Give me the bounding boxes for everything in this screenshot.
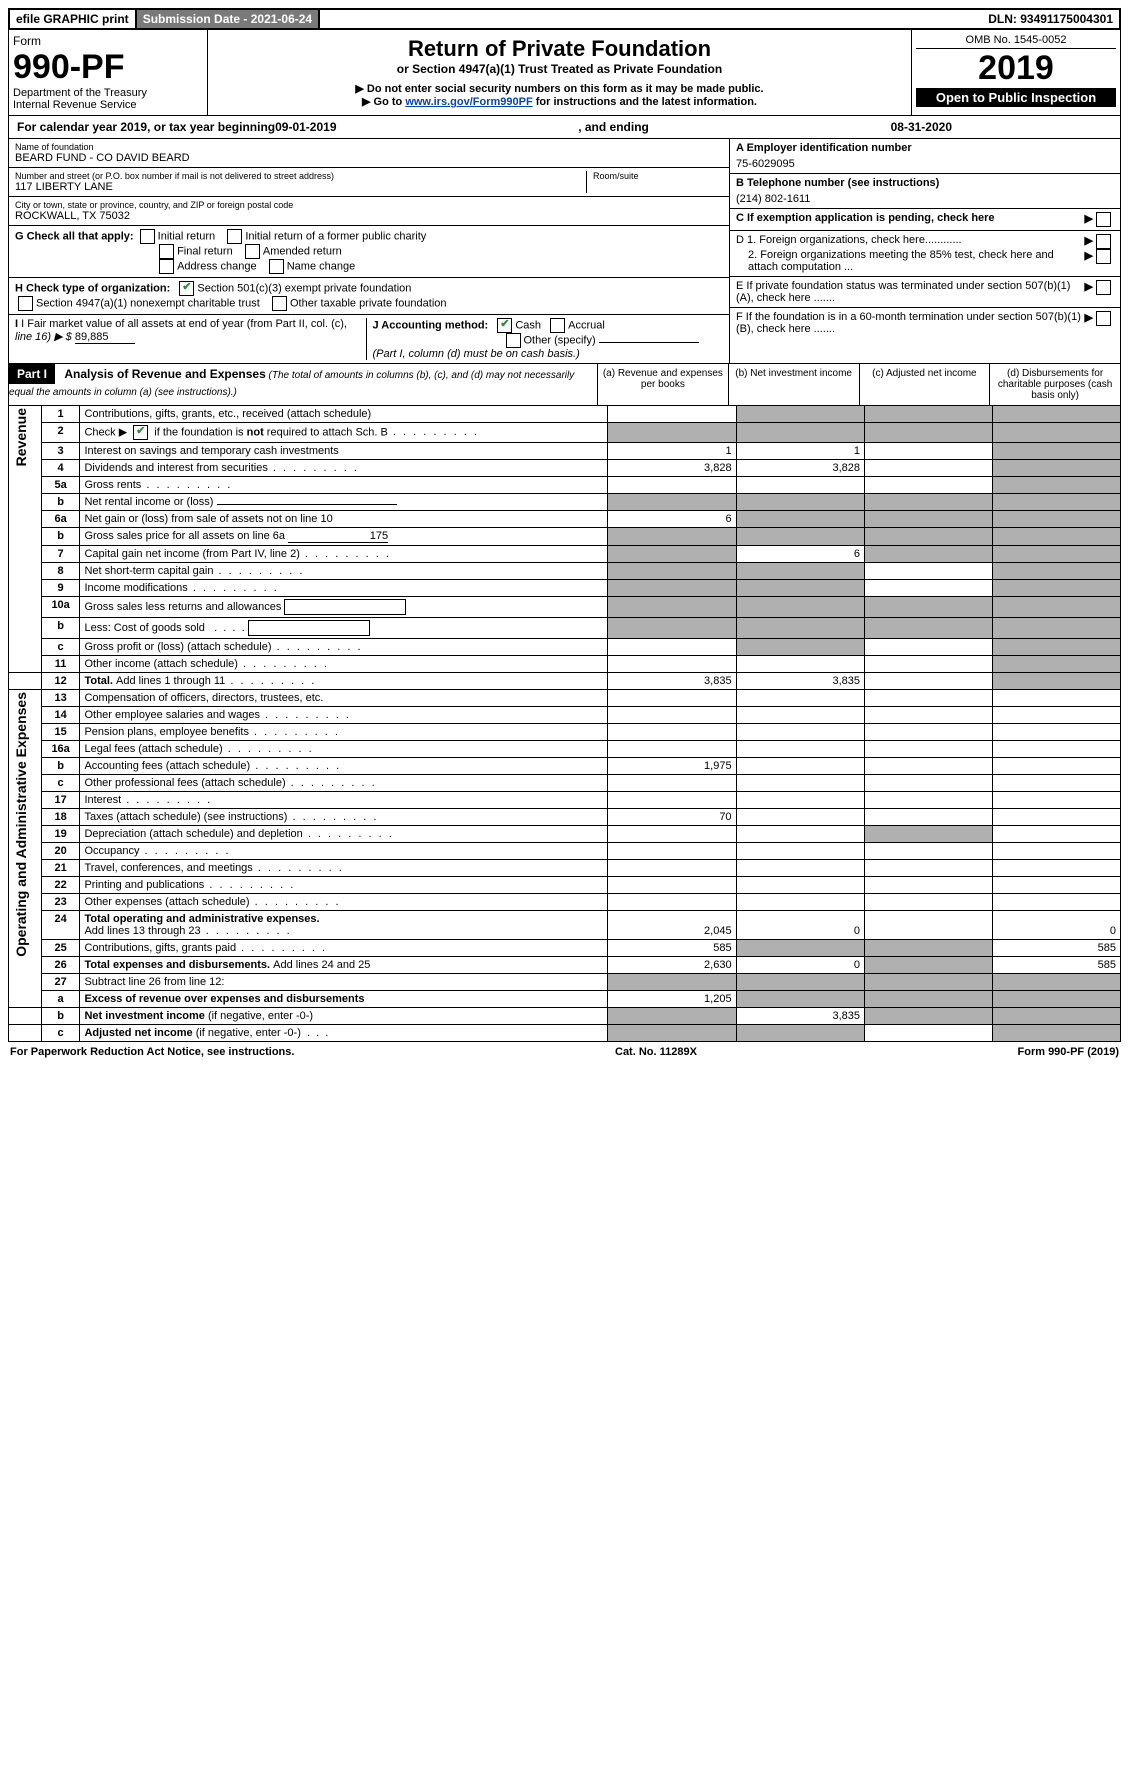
analysis-table: Revenue 1Contributions, gifts, grants, e… <box>8 406 1121 1042</box>
side-expenses: Operating and Administrative Expenses <box>13 692 29 957</box>
top-bar: efile GRAPHIC print Submission Date - 20… <box>8 8 1121 30</box>
dept-treasury: Department of the Treasury <box>13 87 203 99</box>
irs: Internal Revenue Service <box>13 99 203 111</box>
cat-no: Cat. No. 11289X <box>615 1046 697 1058</box>
line-c: C If exemption application is pending, c… <box>736 212 1085 227</box>
chk-address-change[interactable] <box>159 259 174 274</box>
line-f: F If the foundation is in a 60-month ter… <box>736 311 1085 335</box>
line-d1: D 1. Foreign organizations, check here..… <box>736 234 1085 249</box>
note-link: ▶ Go to www.irs.gov/Form990PF for instru… <box>214 95 905 108</box>
name-label: Name of foundation <box>15 142 723 152</box>
line-i: I I Fair market value of all assets at e… <box>15 318 366 360</box>
foundation-name: BEARD FUND - CO DAVID BEARD <box>15 152 723 164</box>
submission-date-box: Submission Date - 2021-06-24 <box>137 10 320 28</box>
addr-label: Number and street (or P.O. box number if… <box>15 171 586 181</box>
line-h: H Check type of organization: Section 50… <box>9 278 729 315</box>
line-e: E If private foundation status was termi… <box>736 280 1085 304</box>
city-state-zip: ROCKWALL, TX 75032 <box>15 210 723 222</box>
entity-info: Name of foundation BEARD FUND - CO DAVID… <box>8 139 1121 364</box>
chk-initial-former[interactable] <box>227 229 242 244</box>
side-revenue: Revenue <box>13 408 29 466</box>
form-number: 990-PF <box>13 48 203 87</box>
line-g: G Check all that apply: Initial return I… <box>9 226 729 278</box>
ein-label: A Employer identification number <box>736 142 1114 154</box>
chk-other-method[interactable] <box>506 333 521 348</box>
instructions-link[interactable]: www.irs.gov/Form990PF <box>405 96 532 108</box>
chk-cash[interactable] <box>497 318 512 333</box>
chk-sch-b[interactable] <box>133 425 148 440</box>
room-label: Room/suite <box>593 171 723 181</box>
col-a: (a) Revenue and expenses per books <box>597 364 728 405</box>
page-footer: For Paperwork Reduction Act Notice, see … <box>8 1042 1121 1062</box>
fmv-value: 89,885 <box>75 331 135 344</box>
line-d2: 2. Foreign organizations meeting the 85%… <box>736 249 1085 273</box>
part1-title: Analysis of Revenue and Expenses <box>64 367 265 381</box>
chk-name-change[interactable] <box>269 259 284 274</box>
form-word: Form <box>13 34 203 48</box>
chk-initial-return[interactable] <box>140 229 155 244</box>
omb: OMB No. 1545-0052 <box>916 34 1116 49</box>
chk-exemption-pending[interactable] <box>1096 212 1111 227</box>
chk-60month[interactable] <box>1096 311 1111 326</box>
ein: 75-6029095 <box>736 154 1114 170</box>
chk-accrual[interactable] <box>550 318 565 333</box>
form-ref: Form 990-PF (2019) <box>1018 1046 1120 1058</box>
form-title: Return of Private Foundation <box>214 36 905 62</box>
tax-year: 2019 <box>916 49 1116 88</box>
part1-header: Part I Analysis of Revenue and Expenses … <box>8 364 1121 406</box>
line-j: J Accounting method: Cash Accrual Other … <box>366 318 724 360</box>
chk-other-taxable[interactable] <box>272 296 287 311</box>
col-d: (d) Disbursements for charitable purpose… <box>989 364 1120 405</box>
chk-amended[interactable] <box>245 244 260 259</box>
chk-501c3[interactable] <box>179 281 194 296</box>
open-inspection-badge: Open to Public Inspection <box>916 88 1116 107</box>
street-address: 117 LIBERTY LANE <box>15 181 586 193</box>
calendar-year-row: For calendar year 2019, or tax year begi… <box>8 116 1121 139</box>
col-b: (b) Net investment income <box>728 364 859 405</box>
paperwork-notice: For Paperwork Reduction Act Notice, see … <box>10 1046 294 1058</box>
chk-terminated[interactable] <box>1096 280 1111 295</box>
phone-label: B Telephone number (see instructions) <box>736 177 1114 189</box>
chk-foreign-85[interactable] <box>1096 249 1111 264</box>
part1-tag: Part I <box>9 364 55 384</box>
form-header: Form 990-PF Department of the Treasury I… <box>8 30 1121 116</box>
note-ssn: ▶ Do not enter social security numbers o… <box>214 82 905 95</box>
chk-foreign-org[interactable] <box>1096 234 1111 249</box>
col-c: (c) Adjusted net income <box>859 364 990 405</box>
phone: (214) 802-1611 <box>736 189 1114 205</box>
form-subtitle: or Section 4947(a)(1) Trust Treated as P… <box>214 62 905 76</box>
chk-final-return[interactable] <box>159 244 174 259</box>
dln: DLN: 93491175004301 <box>982 10 1119 28</box>
chk-4947[interactable] <box>18 296 33 311</box>
efile-label: efile GRAPHIC print <box>10 10 137 28</box>
city-label: City or town, state or province, country… <box>15 200 723 210</box>
